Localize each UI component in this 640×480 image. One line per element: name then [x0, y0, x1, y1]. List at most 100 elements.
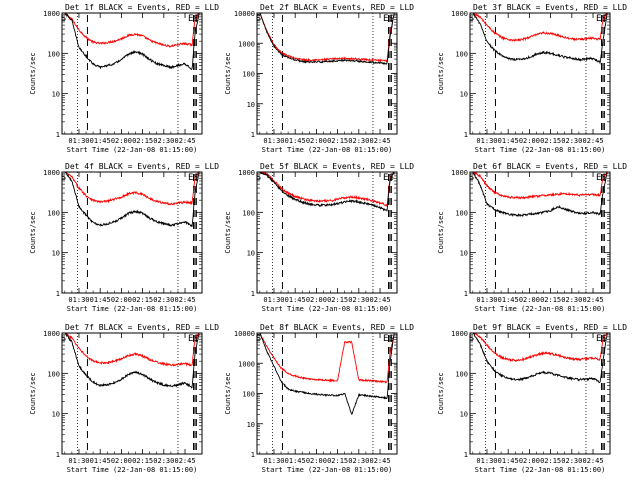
x-tick-label: 01:30 [68, 296, 89, 304]
panel-title: Det 7f BLACK = Events, RED = LLD [65, 323, 219, 332]
events-series-line [472, 333, 608, 384]
marker-start: S [194, 14, 199, 24]
marker-end: E [596, 173, 601, 183]
y-tick-label: 1 [251, 451, 255, 459]
x-tick-label: 02:00 [519, 457, 540, 465]
x-tick-label: 02:45 [174, 296, 195, 304]
panel-title: Det 9f BLACK = Events, RED = LLD [473, 323, 627, 332]
x-tick-label: 01:45 [285, 137, 306, 145]
marker-start: S [469, 334, 474, 344]
plot-frame [61, 12, 203, 135]
x-tick-label: 02:30 [153, 137, 174, 145]
x-tick-label: 02:30 [153, 457, 174, 465]
plot-frame [469, 171, 611, 294]
y-tick-label: 10 [247, 421, 255, 429]
y-axis-label: Counts/sec [29, 372, 37, 414]
y-tick-label: 1 [251, 131, 255, 139]
x-tick-label: 01:45 [90, 137, 111, 145]
marker-start: S [469, 173, 474, 183]
x-axis-label: Start Time (22-Jan-08 01:15:00) [262, 146, 393, 154]
y-axis-label: Counts/sec [29, 211, 37, 253]
x-tick-label: 02:45 [582, 137, 603, 145]
x-tick-label: 02:15 [132, 137, 153, 145]
panel-title: Det 1f BLACK = Events, RED = LLD [65, 3, 219, 12]
y-tick-label: 1 [464, 451, 468, 459]
x-tick-label: 02:15 [327, 296, 348, 304]
events-series-line [259, 172, 395, 212]
y-tick-label: 1000 [43, 10, 60, 18]
panel-title: Det 5f BLACK = Events, RED = LLD [260, 162, 414, 171]
x-tick-label: 01:30 [476, 137, 497, 145]
plot-frame [61, 171, 203, 294]
marker-end: E [383, 14, 388, 24]
panel-title: Det 6f BLACK = Events, RED = LLD [473, 162, 627, 171]
events-series-line [259, 13, 395, 65]
marker-start: S [389, 334, 394, 344]
y-tick-label: 100 [242, 391, 255, 399]
y-tick-label: 1 [251, 290, 255, 298]
detector-panel-2: Det 2f BLACK = Events, RED = LLD 1 10 100 10… [224, 3, 414, 154]
y-tick-label: 100 [242, 209, 255, 217]
marker-start: S [256, 173, 261, 183]
marker-end: E [188, 173, 193, 183]
y-tick-label: 10 [247, 250, 255, 258]
events-series-line [472, 13, 608, 65]
y-tick-label: 1000 [43, 330, 60, 338]
events-series-line [64, 13, 200, 71]
y-tick-label: 1 [56, 290, 60, 298]
x-tick-label: 01:45 [90, 457, 111, 465]
y-tick-label: 100 [47, 50, 60, 58]
x-tick-label: 02:45 [369, 457, 390, 465]
y-tick-label: 10000 [234, 10, 255, 18]
y-tick-label: 1 [464, 131, 468, 139]
x-axis-label: Start Time (22-Jan-08 01:15:00) [475, 466, 606, 474]
x-tick-label: 02:15 [540, 296, 561, 304]
x-tick-label: 01:30 [68, 137, 89, 145]
events-series-line [472, 172, 608, 218]
y-tick-label: 1 [56, 131, 60, 139]
marker-end: E [383, 334, 388, 344]
plot-frame [61, 332, 203, 455]
marker-start: S [602, 14, 607, 24]
x-tick-label: 02:45 [369, 296, 390, 304]
y-tick-label: 100 [455, 209, 468, 217]
marker-start: S [256, 334, 261, 344]
events-series-line [64, 172, 200, 228]
x-axis-label: Start Time (22-Jan-08 01:15:00) [475, 305, 606, 313]
panel-title: Det 2f BLACK = Events, RED = LLD [260, 3, 414, 12]
marker-end: E [188, 334, 193, 344]
lld-series-line [259, 13, 395, 63]
y-tick-label: 100 [242, 71, 255, 79]
x-tick-label: 01:30 [68, 457, 89, 465]
lld-series-line [259, 172, 395, 207]
x-tick-label: 02:15 [327, 457, 348, 465]
detector-panel-3: Det 3f BLACK = Events, RED = LLD 1 10 100 10… [437, 3, 627, 154]
y-tick-label: 1 [56, 451, 60, 459]
y-tick-label: 1000 [451, 10, 468, 18]
y-axis-label: Counts/sec [224, 52, 232, 94]
x-tick-label: 01:30 [476, 457, 497, 465]
plot-frame [469, 12, 611, 135]
marker-start: S [389, 173, 394, 183]
y-tick-label: 1000 [451, 169, 468, 177]
x-tick-label: 02:45 [582, 457, 603, 465]
panel-title: Det 3f BLACK = Events, RED = LLD [473, 3, 627, 12]
lld-series-line [472, 13, 608, 42]
plot-frame [256, 171, 398, 294]
x-tick-label: 01:45 [285, 457, 306, 465]
x-tick-label: 02:00 [111, 296, 132, 304]
detector-panel-4: Det 4f BLACK = Events, RED = LLD 1 10 100 10… [29, 162, 219, 313]
x-tick-label: 01:45 [285, 296, 306, 304]
x-tick-label: 01:30 [263, 457, 284, 465]
lld-series-line [64, 172, 200, 206]
x-tick-label: 01:30 [263, 137, 284, 145]
x-tick-label: 02:30 [348, 457, 369, 465]
y-axis-label: Counts/sec [437, 52, 445, 94]
y-tick-label: 10 [247, 101, 255, 109]
marker-end: E [188, 14, 193, 24]
y-tick-label: 10 [52, 411, 60, 419]
events-series-line [64, 333, 200, 389]
y-axis-label: Counts/sec [224, 211, 232, 253]
x-tick-label: 01:45 [498, 296, 519, 304]
